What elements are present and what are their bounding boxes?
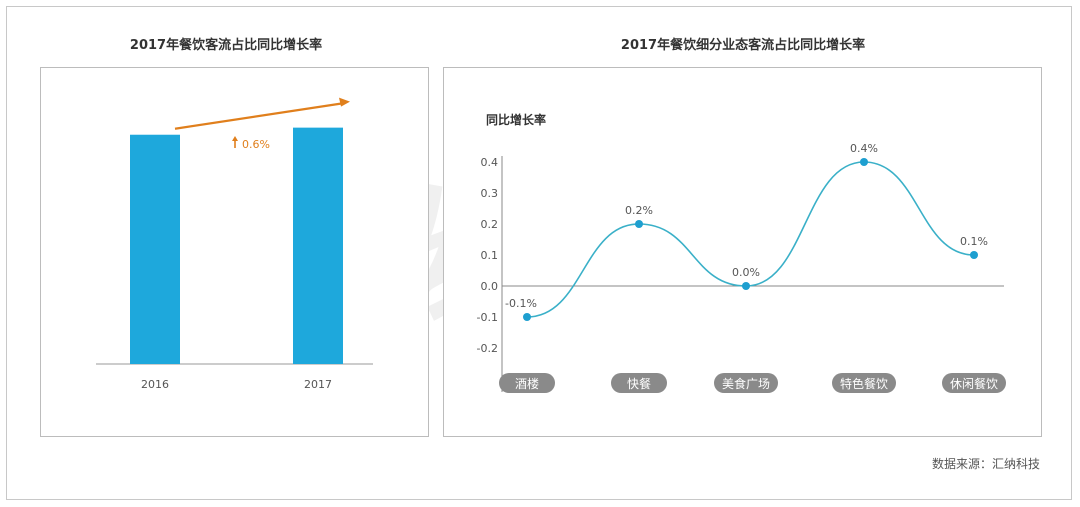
- category-pill: [499, 373, 555, 393]
- data-point: [523, 313, 531, 321]
- data-label: 0.4%: [850, 142, 878, 155]
- x-tick-label: 2016: [141, 378, 169, 391]
- y-tick-label: 0.0: [481, 280, 499, 293]
- up-arrow-icon-head: [232, 136, 238, 141]
- x-category-label: 快餐: [627, 376, 651, 391]
- x-tick-label: 2017: [304, 378, 332, 391]
- trend-arrow-line: [174, 102, 345, 130]
- right-chart-title: 2017年餐饮细分业态客流占比同比增长率: [620, 38, 866, 53]
- data-point: [742, 282, 750, 290]
- bar-2017: [293, 127, 343, 364]
- y-tick-label: -0.1: [477, 311, 498, 324]
- x-category-label: 休闲餐饮: [950, 376, 998, 391]
- data-point: [635, 220, 643, 228]
- trend-arrow-head: [339, 97, 350, 107]
- data-label: 0.0%: [732, 266, 760, 279]
- y-axis-title: 同比增长率: [486, 112, 546, 127]
- data-point: [970, 251, 978, 259]
- y-tick-label: 0.1: [481, 249, 499, 262]
- category-pill: [942, 373, 1006, 393]
- x-category-label: 酒楼: [515, 376, 539, 391]
- y-tick-label: 0.2: [481, 218, 499, 231]
- chart-frame: [6, 6, 1072, 500]
- right-chart-panel: 同比增长率 0.4 0.3 0.2 0.1 0.0 -0.1 -0.2 -0.1% 0.2% 0.0…: [443, 67, 1042, 437]
- category-pill: [611, 373, 667, 393]
- left-chart-title: 2017年餐饮客流占比同比增长率: [129, 38, 323, 53]
- data-label: 0.2%: [625, 204, 653, 217]
- y-tick-label: 0.4: [481, 156, 499, 169]
- x-category-label: 美食广场: [722, 376, 770, 391]
- right-chart-svg: 同比增长率 0.4 0.3 0.2 0.1 0.0 -0.1 -0.2 -0.1% 0.2% 0.0…: [477, 112, 1006, 393]
- left-chart-svg: 2016 2017 0.6%: [96, 97, 373, 391]
- series-line: [526, 161, 975, 318]
- data-label: -0.1%: [505, 297, 537, 310]
- y-tick-label: 0.3: [481, 187, 499, 200]
- growth-annotation: 0.6%: [242, 138, 270, 151]
- data-source-note: 数据来源：汇纳科技: [931, 457, 1040, 471]
- data-label: 0.1%: [960, 235, 988, 248]
- data-point: [860, 158, 868, 166]
- category-pill: [832, 373, 896, 393]
- left-chart-panel: 2016 2017 0.6%: [40, 67, 429, 437]
- bar-2016: [130, 134, 180, 364]
- x-category-label: 特色餐饮: [840, 376, 888, 391]
- y-tick-label: -0.2: [477, 342, 498, 355]
- category-pill: [714, 373, 778, 393]
